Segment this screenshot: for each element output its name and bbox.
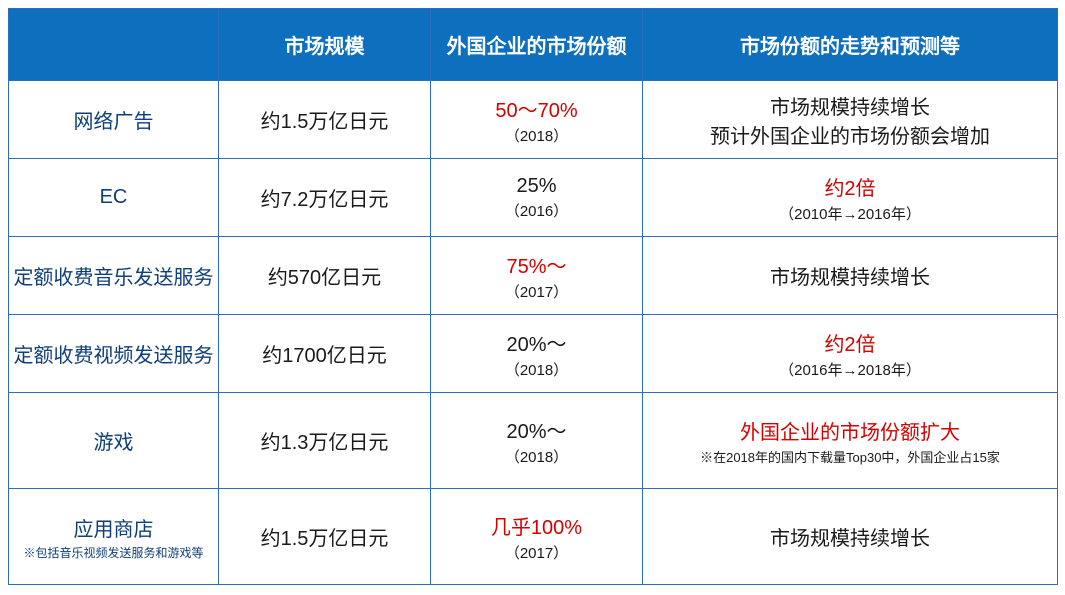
row-label: EC [9,159,219,237]
table-row: 网络广告约1.5万亿日元50～70%（2018）市场规模持续增长预计外国企业的市… [9,81,1058,159]
row-label-text: 定额收费音乐发送服务 [14,267,214,289]
foreign-share-value: 几乎100% [435,511,638,540]
foreign-share-cell: 20%～（2018） [431,393,643,489]
trend-cell: 约2倍（2016年→2018年） [643,315,1058,393]
market-size-cell: 约570亿日元 [219,237,431,315]
foreign-share-year: （2017） [435,542,638,563]
foreign-share-year: （2018） [435,359,638,380]
table-row: EC约7.2万亿日元25%（2016）约2倍（2010年→2016年） [9,159,1058,237]
row-label: 定额收费视频发送服务 [9,315,219,393]
header-row: 市场规模 外国企业的市场份额 市场份额的走势和预测等 [9,9,1058,81]
market-size-value: 约1.3万亿日元 [223,426,426,455]
trend-cell: 约2倍（2010年→2016年） [643,159,1058,237]
row-label-text: 应用商店 [74,519,154,541]
header-share: 外国企业的市场份额 [431,9,643,81]
market-size-cell: 约1.5万亿日元 [219,81,431,159]
trend-main: 约2倍 [647,328,1053,357]
trend-main: 市场规模持续增长 [647,522,1053,551]
market-size-value: 约1700亿日元 [223,339,426,368]
market-size-cell: 约1.5万亿日元 [219,489,431,585]
trend-cell: 外国企业的市场份额扩大 ※在2018年的国内下载量Top30中，外国企业占15家 [643,393,1058,489]
trend-cell: 市场规模持续增长 [643,489,1058,585]
trend-main: 外国企业的市场份额扩大 [647,416,1053,445]
market-size-value: 约1.5万亿日元 [223,105,426,134]
foreign-share-value: 20%～ [435,328,638,357]
row-label-text: 定额收费视频发送服务 [14,345,214,367]
row-label: 游戏 [9,393,219,489]
foreign-share-year: （2017） [435,281,638,302]
row-label: 定额收费音乐发送服务 [9,237,219,315]
trend-sub: ※在2018年的国内下载量Top30中，外国企业占15家 [647,447,1053,466]
foreign-share-cell: 50～70%（2018） [431,81,643,159]
foreign-share-value: 50～70% [435,94,638,123]
header-trend: 市场份额的走势和预测等 [643,9,1058,81]
foreign-share-cell: 20%～（2018） [431,315,643,393]
row-label: 应用商店 ※包括音乐视频发送服务和游戏等 [9,489,219,585]
row-label-text: 网络广告 [74,111,154,133]
foreign-share-value: 25% [435,175,638,198]
market-size-value: 约7.2万亿日元 [223,183,426,212]
header-size: 市场规模 [219,9,431,81]
header-blank [9,9,219,81]
row-label-text: 游戏 [94,432,134,454]
foreign-share-value: 75%～ [435,250,638,279]
market-size-value: 约1.5万亿日元 [223,522,426,551]
table-row: 应用商店※包括音乐视频发送服务和游戏等约1.5万亿日元几乎100%（2017）市… [9,489,1058,585]
trend-main: 市场规模持续增长 [647,91,1053,120]
foreign-share-year: （2018） [435,446,638,467]
foreign-share-value: 20%～ [435,415,638,444]
trend-sub: （2016年→2018年） [647,359,1053,380]
foreign-share-year: （2016） [435,200,638,221]
row-label-text: EC [100,186,128,208]
market-size-value: 约570亿日元 [223,261,426,290]
trend-sub: （2010年→2016年） [647,203,1053,224]
market-table: 市场规模 外国企业的市场份额 市场份额的走势和预测等 网络广告约1.5万亿日元5… [8,8,1058,585]
table-row: 定额收费视频发送服务约1700亿日元20%～（2018）约2倍（2016年→20… [9,315,1058,393]
trend-main-2: 预计外国企业的市场份额会增加 [647,120,1053,149]
row-label-note: ※包括音乐视频发送服务和游戏等 [13,544,214,561]
trend-cell: 市场规模持续增长 [643,237,1058,315]
table-row: 游戏约1.3万亿日元20%～（2018）外国企业的市场份额扩大※在2018年的国… [9,393,1058,489]
row-label: 网络广告 [9,81,219,159]
market-size-cell: 约1700亿日元 [219,315,431,393]
trend-cell: 市场规模持续增长预计外国企业的市场份额会增加 [643,81,1058,159]
trend-main: 约2倍 [647,172,1053,201]
market-size-cell: 约7.2万亿日元 [219,159,431,237]
foreign-share-cell: 25%（2016） [431,159,643,237]
foreign-share-year: （2018） [435,125,638,146]
market-size-cell: 约1.3万亿日元 [219,393,431,489]
foreign-share-cell: 几乎100%（2017） [431,489,643,585]
table-row: 定额收费音乐发送服务约570亿日元75%～（2017）市场规模持续增长 [9,237,1058,315]
foreign-share-cell: 75%～（2017） [431,237,643,315]
trend-main: 市场规模持续增长 [647,261,1053,290]
